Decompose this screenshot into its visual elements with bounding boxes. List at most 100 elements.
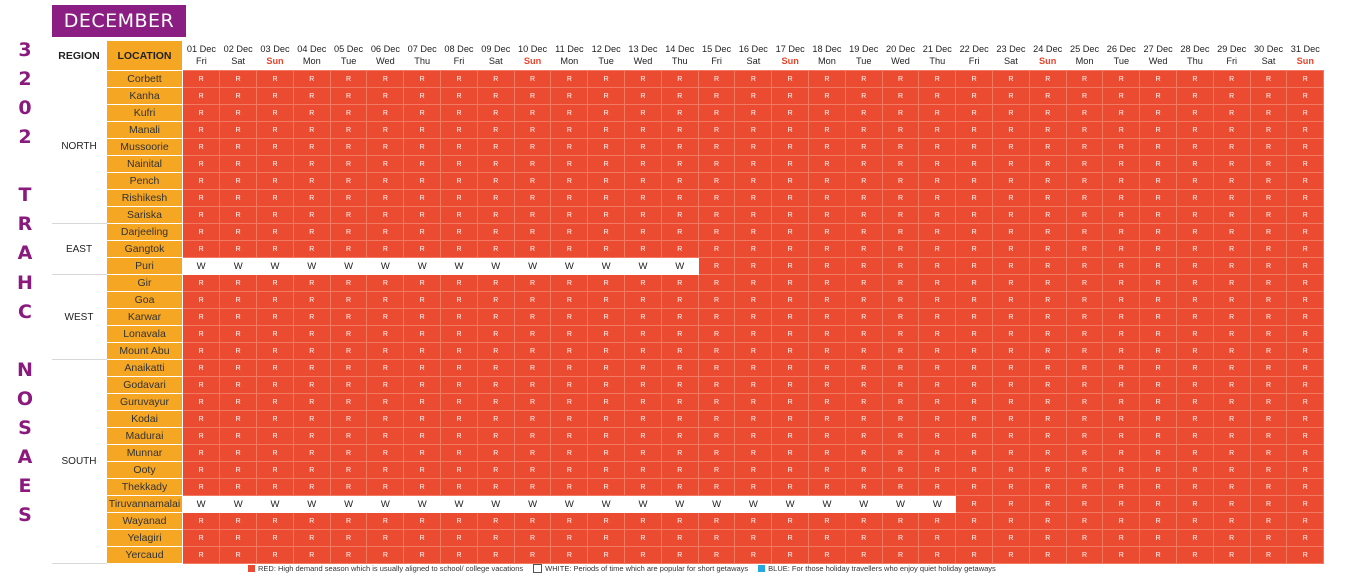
season-cell-red: R xyxy=(1249,410,1288,428)
season-cell-red: R xyxy=(292,444,331,462)
season-cell-red: R xyxy=(992,512,1030,530)
season-cell-red: R xyxy=(1139,461,1178,479)
region-header: REGION xyxy=(52,40,107,71)
season-cell-red: R xyxy=(329,155,368,173)
day-header: 23 Dec Sat xyxy=(992,40,1030,71)
season-cell-red: R xyxy=(1176,512,1214,530)
season-cell-red: R xyxy=(329,223,368,241)
season-cell-red: R xyxy=(808,427,846,445)
season-cell-red: R xyxy=(476,291,515,309)
season-cell-red: R xyxy=(955,342,994,360)
day-header: 31 Dec Sun xyxy=(1286,40,1324,71)
season-cell-red: R xyxy=(771,121,810,139)
season-cell-red: R xyxy=(771,461,810,479)
season-cell-red: R xyxy=(219,427,258,445)
season-cell-red: R xyxy=(1065,240,1104,258)
season-cell-red: R xyxy=(366,393,405,411)
season-cell-red: R xyxy=(513,291,552,309)
day-name: Sun xyxy=(266,56,284,67)
season-cell-red: R xyxy=(256,376,294,394)
season-cell-red: R xyxy=(550,274,589,292)
season-cell-red: R xyxy=(476,444,515,462)
season-cell-red: R xyxy=(881,155,920,173)
season-cell-red: R xyxy=(881,461,920,479)
season-cell-red: R xyxy=(697,121,736,139)
season-cell-red: R xyxy=(771,512,810,530)
season-cell-red: R xyxy=(476,342,515,360)
season-cell-red: R xyxy=(1028,410,1067,428)
season-cell-red: R xyxy=(844,189,883,207)
location-label: Godavari xyxy=(106,376,183,394)
season-cell-red: R xyxy=(292,70,331,88)
day-date: 30 Dec xyxy=(1253,44,1284,55)
season-cell-red: R xyxy=(440,70,478,88)
season-cell-red: R xyxy=(624,359,662,377)
season-cell-red: R xyxy=(366,342,405,360)
season-cell-red: R xyxy=(1286,189,1325,207)
season-cell-red: R xyxy=(660,325,699,343)
season-cell-red: R xyxy=(292,104,331,122)
season-cell-white: W xyxy=(476,257,515,275)
season-cell-red: R xyxy=(1102,546,1141,564)
season-cell-red: R xyxy=(624,291,662,309)
season-cell-red: R xyxy=(476,189,515,207)
season-cell-red: R xyxy=(329,529,368,547)
season-cell-red: R xyxy=(292,291,331,309)
season-cell-red: R xyxy=(476,138,515,156)
season-cell-red: R xyxy=(440,223,478,241)
season-cell-red: R xyxy=(440,274,478,292)
season-cell-red: R xyxy=(1286,172,1325,190)
season-cell-red: R xyxy=(476,546,515,564)
season-cell-red: R xyxy=(1065,512,1104,530)
season-cell-red: R xyxy=(219,512,258,530)
season-cell-red: R xyxy=(697,155,736,173)
season-cell-red: R xyxy=(1212,274,1251,292)
season-cell-red: R xyxy=(440,325,478,343)
day-header: 06 Dec Wed xyxy=(366,40,404,71)
season-cell-red: R xyxy=(660,189,699,207)
season-cell-red: R xyxy=(1286,87,1325,105)
season-cell-red: R xyxy=(440,376,478,394)
day-header: 26 Dec Tue xyxy=(1102,40,1140,71)
season-cell-red: R xyxy=(1139,427,1178,445)
day-header: 03 Dec Sun xyxy=(256,40,294,71)
season-cell-red: R xyxy=(1102,155,1141,173)
season-cell-red: R xyxy=(587,121,626,139)
season-cell-red: R xyxy=(550,291,589,309)
season-cell-red: R xyxy=(808,189,846,207)
season-cell-red: R xyxy=(550,376,589,394)
season-cell-red: R xyxy=(992,104,1030,122)
season-cell-red: R xyxy=(181,359,221,377)
season-cell-white: W xyxy=(660,257,699,275)
season-cell-red: R xyxy=(844,308,883,326)
season-cell-red: R xyxy=(1249,359,1288,377)
season-cell-red: R xyxy=(329,172,368,190)
season-cell-red: R xyxy=(734,155,773,173)
season-cell-red: R xyxy=(366,529,405,547)
season-cell-red: R xyxy=(1028,206,1067,224)
table-row: Puri W W W W W W W W W W W W W W R R R R R R R R R R R R R R R R R xyxy=(52,257,1325,275)
season-cell-red: R xyxy=(476,308,515,326)
season-cell-red: R xyxy=(587,189,626,207)
season-cell-red: R xyxy=(1286,223,1325,241)
season-cell-red: R xyxy=(1249,291,1288,309)
legend-item-white: WHITE: Periods of time which are popular… xyxy=(533,564,748,573)
season-cell-red: R xyxy=(440,138,478,156)
season-cell-red: R xyxy=(1212,223,1251,241)
table-row: Madurai R R R R R R R R R R R R R R R R R R R R R R R R R R R R R R R xyxy=(52,427,1325,445)
season-cell-red: R xyxy=(734,87,773,105)
season-cell-red: R xyxy=(955,359,994,377)
season-cell-red: R xyxy=(1249,325,1288,343)
season-cell-red: R xyxy=(1286,104,1325,122)
season-cell-red: R xyxy=(476,274,515,292)
season-cell-red: R xyxy=(1286,70,1325,88)
season-cell-red: R xyxy=(1028,529,1067,547)
season-cell-red: R xyxy=(1286,444,1325,462)
season-cell-red: R xyxy=(1286,308,1325,326)
table-row: Ooty R R R R R R R R R R R R R R R R R R R R R R R R R R R R R R R xyxy=(52,461,1325,479)
location-label: Manali xyxy=(106,121,183,139)
season-cell-white: W xyxy=(697,495,736,513)
season-cell-red: R xyxy=(918,478,957,496)
season-cell-red: R xyxy=(550,359,589,377)
season-cell-red: R xyxy=(992,308,1030,326)
